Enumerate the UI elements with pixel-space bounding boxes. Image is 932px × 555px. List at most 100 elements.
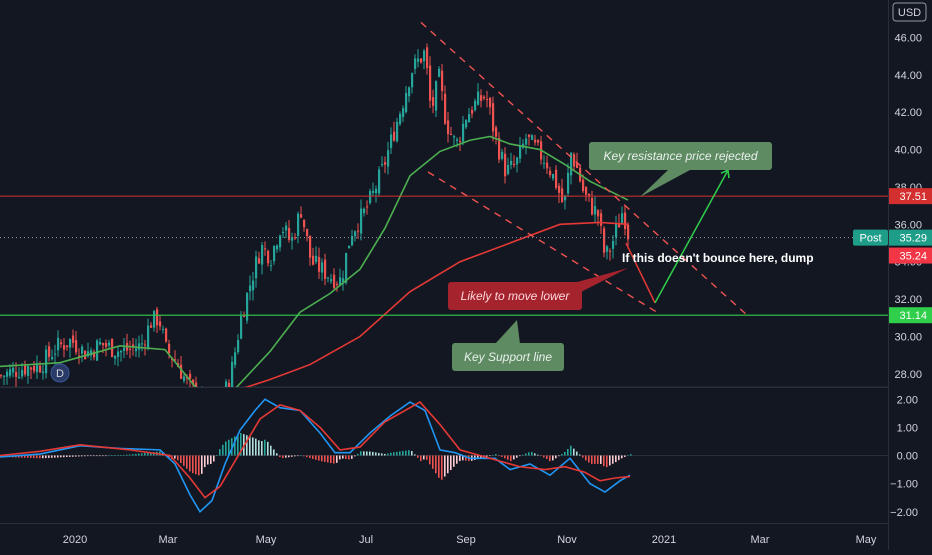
macd-histogram-bar — [381, 453, 383, 456]
macd-histogram-bar — [408, 450, 410, 456]
macd-histogram-bar — [438, 455, 440, 478]
macd-histogram-bar — [207, 455, 209, 465]
macd-histogram-bar — [285, 455, 287, 458]
macd-histogram-bar — [492, 454, 494, 456]
price-tick-label: 28.00 — [894, 369, 922, 381]
candle-body — [606, 246, 609, 252]
candle-body — [342, 278, 345, 282]
candle-body — [63, 345, 66, 350]
candle-body — [72, 335, 75, 343]
dividend-marker[interactable] — [50, 363, 70, 383]
channel-lower-line[interactable] — [427, 171, 661, 315]
candle-body — [600, 213, 603, 226]
lower-callout[interactable]: Likely to move lower — [448, 268, 628, 310]
macd-histogram-bar — [630, 454, 632, 456]
candle-body — [474, 100, 477, 111]
macd-signal-line — [0, 401, 631, 499]
candle-body — [465, 120, 468, 128]
macd-histogram-bar — [354, 455, 356, 457]
macd-histogram-bar — [531, 452, 533, 456]
candle-body — [312, 255, 315, 265]
candle-body — [102, 342, 105, 346]
projection-down-arrow[interactable] — [625, 242, 656, 304]
macd-histogram-bar — [384, 453, 386, 456]
currency-box[interactable] — [892, 2, 927, 22]
candle-body — [60, 342, 63, 345]
macd-histogram-bar — [183, 455, 185, 466]
price-axis-panel — [888, 0, 932, 550]
macd-tick-label: 0.00 — [897, 451, 918, 463]
macd-histogram-bar — [507, 455, 509, 460]
macd-content — [0, 398, 888, 514]
macd-histogram-bar — [399, 451, 401, 456]
macd-histogram-bar — [495, 454, 497, 456]
candle-body — [378, 169, 381, 194]
macd-histogram-bar — [249, 436, 251, 456]
candle-body — [285, 225, 288, 231]
candle-body — [480, 95, 483, 101]
resistance-callout[interactable]: Key resistance price rejected — [589, 142, 772, 197]
macd-histogram-bar — [18, 455, 20, 458]
candle-body — [318, 256, 321, 272]
candle-body — [492, 103, 495, 132]
candle-body — [45, 349, 48, 374]
macd-histogram-bar — [273, 449, 275, 456]
candle-body — [189, 373, 192, 379]
price-tick-label: 40.00 — [894, 145, 922, 157]
support-price-tag[interactable] — [889, 307, 932, 324]
candle-body — [396, 121, 399, 142]
time-tick-label: 2021 — [652, 534, 676, 546]
candle-body — [27, 366, 30, 376]
projection-up-arrow[interactable] — [654, 169, 729, 304]
candle-body — [243, 316, 246, 318]
candle-body — [573, 154, 576, 167]
candle-body — [513, 163, 516, 165]
last-price-tag[interactable] — [889, 229, 932, 246]
macd-histogram-bar — [366, 451, 368, 456]
macd-histogram-bar — [81, 455, 83, 457]
price-pane: D — [0, 21, 888, 389]
macd-histogram-bar — [321, 455, 323, 462]
macd-histogram-bar — [90, 455, 92, 457]
candle-body — [450, 133, 453, 135]
candle-body — [420, 58, 423, 63]
macd-histogram-bar — [441, 455, 443, 480]
macd-histogram-bar — [363, 451, 365, 456]
candle-body — [495, 127, 498, 137]
post-badge[interactable] — [853, 229, 888, 246]
candle-body — [432, 97, 435, 106]
candle-body — [75, 340, 78, 353]
candle-body — [534, 139, 537, 143]
macd-histogram-bar — [465, 455, 467, 461]
macd-histogram-bar — [174, 455, 176, 459]
macd-histogram-bar — [204, 455, 206, 468]
macd-histogram-bar — [447, 455, 449, 474]
support-callout[interactable]: Key Support line — [452, 320, 564, 371]
candle-body — [603, 228, 606, 253]
macd-histogram-bar — [498, 455, 500, 457]
post-price-tag[interactable] — [889, 247, 932, 264]
resistance-price-tag[interactable] — [889, 188, 932, 205]
candle-body — [282, 231, 285, 233]
macd-histogram-bar — [513, 455, 515, 460]
candle-body — [129, 348, 132, 350]
candle-body — [183, 376, 186, 381]
macd-histogram-bar — [282, 455, 284, 459]
candle-body — [555, 169, 558, 188]
candle-body — [612, 241, 615, 249]
candle-body — [99, 342, 102, 345]
candle-body — [48, 346, 51, 357]
candle-body — [114, 355, 117, 359]
macd-histogram-bar — [516, 455, 518, 458]
macd-histogram-bar — [591, 455, 593, 464]
candle-body — [174, 359, 177, 361]
candle-body — [141, 343, 144, 345]
candle-body — [351, 236, 354, 246]
candle-body — [567, 172, 570, 194]
macd-histogram-bar — [579, 454, 581, 456]
candle-body — [399, 113, 402, 125]
macd-histogram-bar — [312, 455, 314, 459]
macd-histogram-bar — [393, 452, 395, 456]
macd-histogram-bar — [129, 454, 131, 456]
